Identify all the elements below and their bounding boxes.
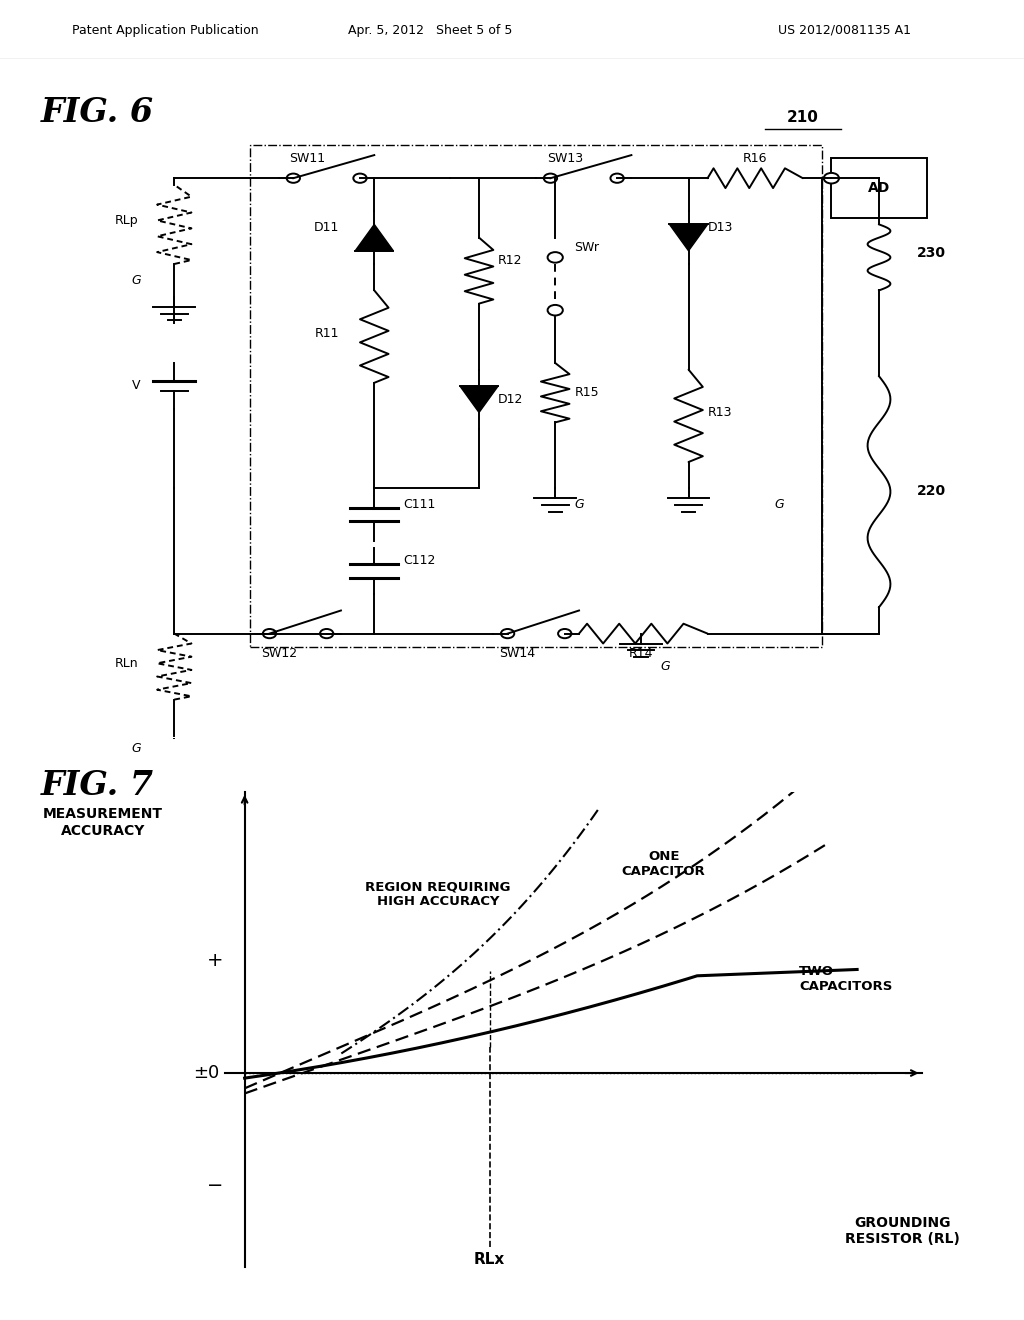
Circle shape xyxy=(501,630,514,639)
Text: REGION REQUIRING
HIGH ACCURACY: REGION REQUIRING HIGH ACCURACY xyxy=(366,880,511,908)
Text: 220: 220 xyxy=(918,484,946,498)
Text: 230: 230 xyxy=(918,247,946,260)
Text: ±0: ±0 xyxy=(193,1064,219,1082)
Text: RLx: RLx xyxy=(474,1253,505,1267)
Text: SW13: SW13 xyxy=(547,152,583,165)
Polygon shape xyxy=(355,224,393,251)
Text: G: G xyxy=(131,742,141,755)
Polygon shape xyxy=(460,385,498,412)
Text: AD: AD xyxy=(868,181,890,195)
Circle shape xyxy=(610,173,624,182)
Text: C111: C111 xyxy=(402,498,435,511)
Circle shape xyxy=(823,173,839,183)
Text: SWr: SWr xyxy=(574,240,599,253)
Text: GROUNDING
RESISTOR (RL): GROUNDING RESISTOR (RL) xyxy=(845,1216,959,1246)
Circle shape xyxy=(287,173,300,182)
Text: G: G xyxy=(574,498,584,511)
Text: TWO
CAPACITORS: TWO CAPACITORS xyxy=(799,965,893,993)
Polygon shape xyxy=(670,224,708,251)
Text: US 2012/0081135 A1: US 2012/0081135 A1 xyxy=(778,24,911,37)
Text: D11: D11 xyxy=(314,220,339,234)
Text: SW12: SW12 xyxy=(261,647,297,660)
Circle shape xyxy=(319,630,334,639)
Text: +: + xyxy=(207,952,224,970)
Text: Patent Application Publication: Patent Application Publication xyxy=(72,24,258,37)
Text: D12: D12 xyxy=(498,392,523,405)
Text: −: − xyxy=(208,1176,224,1195)
Circle shape xyxy=(263,630,276,639)
Text: C112: C112 xyxy=(402,554,435,568)
Text: R14: R14 xyxy=(629,647,653,660)
Text: R16: R16 xyxy=(743,152,767,165)
Circle shape xyxy=(548,252,563,263)
Bar xyxy=(251,145,822,647)
Circle shape xyxy=(548,305,563,315)
Text: Apr. 5, 2012   Sheet 5 of 5: Apr. 5, 2012 Sheet 5 of 5 xyxy=(348,24,512,37)
Text: G: G xyxy=(660,660,670,673)
Text: RLn: RLn xyxy=(115,656,138,669)
Text: MEASUREMENT
ACCURACY: MEASUREMENT ACCURACY xyxy=(43,808,163,837)
Text: SW11: SW11 xyxy=(290,152,326,165)
Text: SW14: SW14 xyxy=(499,647,536,660)
Text: G: G xyxy=(131,273,141,286)
Text: G: G xyxy=(774,498,783,511)
Text: R13: R13 xyxy=(708,405,732,418)
Text: R11: R11 xyxy=(314,326,339,339)
Text: 210: 210 xyxy=(786,111,819,125)
Text: FIG. 7: FIG. 7 xyxy=(41,768,154,801)
Circle shape xyxy=(558,630,571,639)
Circle shape xyxy=(544,173,557,182)
Text: RLp: RLp xyxy=(115,214,138,227)
Text: R15: R15 xyxy=(574,385,599,399)
Text: D13: D13 xyxy=(708,220,733,234)
Bar xyxy=(831,158,927,218)
Text: V: V xyxy=(132,379,140,392)
Text: ONE
CAPACITOR: ONE CAPACITOR xyxy=(622,850,706,878)
Text: R12: R12 xyxy=(498,253,522,267)
Circle shape xyxy=(353,173,367,182)
Text: FIG. 6: FIG. 6 xyxy=(41,96,154,129)
